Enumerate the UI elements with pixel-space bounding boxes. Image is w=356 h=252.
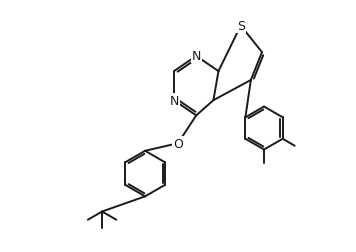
Text: O: O [173,137,183,150]
Text: N: N [192,50,201,63]
Text: N: N [169,94,179,107]
Text: S: S [237,20,245,33]
